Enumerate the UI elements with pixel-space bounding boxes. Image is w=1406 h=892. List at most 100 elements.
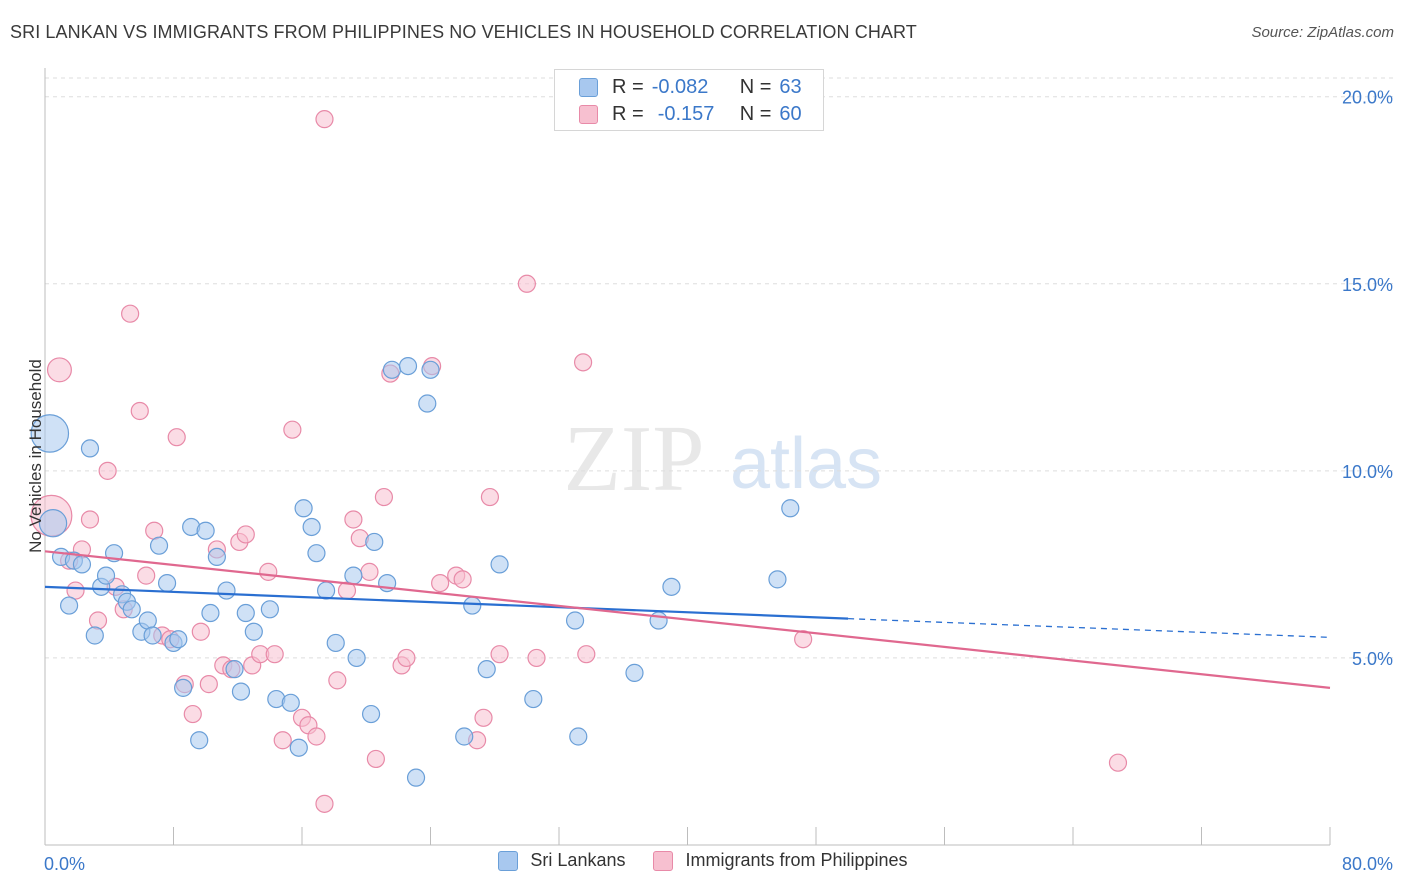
- sri-lankan-point: [524, 689, 543, 709]
- sri-lankan-point: [418, 394, 437, 413]
- philippines-point: [360, 562, 379, 581]
- r-label: R =: [612, 102, 644, 125]
- legend-row-philippines: R = -0.157 N = 60: [579, 101, 802, 127]
- sri-lankan-point: [361, 704, 381, 724]
- sri-lankan-point: [190, 731, 209, 750]
- sri-lankan-point: [347, 648, 366, 668]
- r-value: -0.157: [657, 102, 715, 125]
- sri-lankan-point: [398, 356, 418, 376]
- sri-lankan-point: [406, 768, 426, 787]
- sri-lankan-point: [96, 566, 116, 585]
- n-value: 60: [779, 102, 802, 125]
- sri-lankan-point: [565, 611, 585, 630]
- sri-lankan-point: [217, 581, 236, 600]
- correlation-legend: R = -0.082 N = 63 R = -0.157 N = 60: [554, 69, 824, 131]
- tick-labels: 5.0% 10.0% 15.0% 20.0% 0.0% 80.0%: [44, 88, 1393, 874]
- philippines-point: [397, 648, 416, 668]
- sri-lankan-point: [344, 566, 363, 585]
- y-tick-label: 10.0%: [1342, 462, 1393, 482]
- sri-lankan-point: [143, 626, 162, 645]
- philippines-point: [527, 648, 546, 668]
- legend-label: Sri Lankans: [530, 850, 626, 870]
- y-tick-label: 5.0%: [1352, 649, 1393, 669]
- x-tick-label: 80.0%: [1342, 854, 1393, 874]
- philippines-point: [137, 566, 156, 585]
- philippines-point: [366, 749, 385, 769]
- philippines-point: [344, 510, 363, 529]
- sri-lankan-point: [649, 611, 668, 630]
- sri-lankan-point: [225, 660, 244, 679]
- sri-lankan-point: [80, 439, 100, 458]
- sri-lankan-point: [781, 499, 800, 518]
- philippines-point: [480, 487, 500, 507]
- chart-title: SRI LANKAN VS IMMIGRANTS FROM PHILIPPINE…: [10, 22, 917, 42]
- sri-lankan-point: [569, 727, 588, 746]
- n-label: N =: [739, 75, 772, 98]
- sri-lankan-point: [30, 414, 70, 453]
- source-credit: Source: ZipAtlas.com: [1251, 24, 1394, 41]
- grid-lines: [45, 77, 1395, 659]
- philippines-point: [88, 611, 108, 630]
- philippines-point: [453, 570, 472, 589]
- sri-lankan-point: [196, 521, 215, 540]
- watermark-atlas: atlas: [730, 424, 882, 504]
- sri-lankan-point: [365, 532, 384, 552]
- pink-swatch: [653, 850, 674, 871]
- y-tick-label: 20.0%: [1342, 88, 1393, 108]
- philippines-point: [577, 645, 596, 664]
- legend-label: Immigrants from Philippines: [685, 850, 908, 870]
- sri-lankan-point: [281, 693, 300, 712]
- pink-swatch: [579, 104, 598, 124]
- sri-lankan-point: [59, 596, 79, 615]
- sri-lankan-point: [326, 633, 345, 653]
- blue-swatch: [579, 77, 598, 97]
- x-tick-label: 0.0%: [44, 854, 85, 874]
- r-value: -0.082: [651, 75, 709, 98]
- philippines-point: [374, 487, 394, 507]
- sri-lankan-point: [72, 555, 92, 574]
- sri-lankan-point: [174, 678, 193, 697]
- sri-lankan-point: [477, 660, 496, 679]
- y-axis-label: No Vehicles in Household: [26, 359, 45, 553]
- legend-item-sri-lankans: Sri Lankans: [498, 850, 625, 871]
- watermark-zip: ZIP: [564, 407, 705, 511]
- philippines-trend-line: [44, 550, 1331, 689]
- sri-lankan-point: [231, 682, 251, 701]
- legend-item-philippines: Immigrants from Philippines: [653, 850, 908, 871]
- philippines-point: [80, 510, 100, 529]
- sri-lankan-point: [157, 573, 177, 593]
- philippines-point: [328, 671, 347, 690]
- sri-lankan-point: [382, 360, 402, 379]
- sri-lankan-point: [490, 555, 509, 574]
- sri-lankan-point: [662, 577, 681, 596]
- sri-lankan-point: [421, 360, 440, 379]
- n-value: 63: [779, 75, 802, 98]
- philippines-point: [1108, 753, 1128, 772]
- philippines-point: [183, 704, 202, 724]
- sri-lankan-point: [207, 547, 226, 567]
- blue-swatch: [498, 850, 519, 871]
- sri-lankan-point: [455, 727, 474, 746]
- philippines-point: [98, 461, 117, 480]
- sri-lankan-point: [302, 517, 321, 537]
- philippines-point: [794, 630, 813, 649]
- sri-lankan-trend-extension: [848, 617, 1331, 638]
- philippines-point: [191, 622, 210, 641]
- philippines-point: [490, 645, 509, 664]
- y-tick-label: 15.0%: [1342, 275, 1393, 295]
- sri-lankan-point: [169, 630, 188, 649]
- philippines-point: [431, 573, 450, 593]
- sri-lankan-point: [294, 499, 313, 518]
- philippines-point: [474, 708, 493, 727]
- sri-lankan-point: [85, 626, 104, 645]
- trend-lines: [44, 550, 1331, 689]
- philippines-point: [259, 562, 278, 581]
- philippines-point: [265, 645, 284, 664]
- sri-lankan-point: [768, 570, 787, 589]
- data-points: [30, 110, 1128, 813]
- sri-lankan-point: [236, 603, 255, 623]
- philippines-point: [236, 525, 255, 544]
- sri-lankan-point: [316, 581, 336, 600]
- philippines-point: [46, 357, 72, 383]
